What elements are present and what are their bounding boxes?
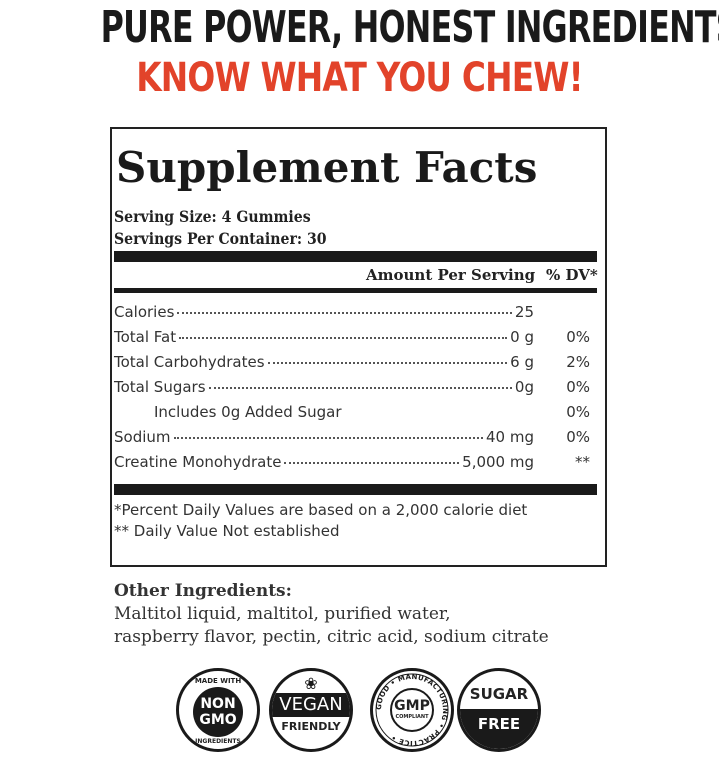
nutrient-label: Total Sugars [114, 378, 206, 396]
serving-size: Serving Size: 4 Gummies [114, 207, 311, 226]
nutrient-label: Total Carbohydrates [114, 353, 265, 371]
nutrient-row: Calories 25 [114, 301, 590, 323]
nutrient-dv: 2% [566, 353, 590, 371]
supplement-facts-panel [110, 127, 607, 567]
leaf-icon: ❀ [304, 674, 318, 693]
divider [114, 288, 597, 293]
nutrient-row: Sodium 40 mg 0% [114, 426, 590, 448]
footnote-dv: *Percent Daily Values are based on a 2,0… [114, 501, 528, 519]
other-ingredients-line1: Maltitol liquid, maltitol, purified wate… [114, 604, 451, 624]
badge-vegan: VEGAN [272, 693, 350, 717]
nutrient-amount: 0 g [510, 328, 534, 346]
col-amount: Amount Per Serving [366, 266, 536, 284]
nutrient-amount: 5,000 mg [462, 453, 534, 471]
nutrient-row: Total Carbohydrates 6 g 2% [114, 351, 590, 373]
servings-per-container: Servings Per Container: 30 [114, 229, 327, 248]
badge-non: NON [200, 696, 236, 712]
nutrient-amount: 0g [514, 378, 534, 396]
gmp-badge: GOOD • MANUFACTURING • PRACTICE • GMP CO… [370, 668, 454, 752]
footnote-not-established: ** Daily Value Not established [114, 522, 340, 540]
nutrient-row: Includes 0g Added Sugar 0% [114, 401, 590, 423]
other-ingredients-title: Other Ingredients: [114, 581, 292, 601]
nutrient-dv: ** [575, 453, 590, 471]
nutrient-dv: 0% [566, 378, 590, 396]
nutrient-label: Total Fat [114, 328, 177, 346]
badge-top-text: MADE WITH [194, 677, 242, 685]
divider-thick [114, 484, 597, 495]
nutrient-label: Calories [114, 303, 175, 321]
other-ingredients-line2: raspberry flavor, pectin, citric acid, s… [114, 627, 549, 647]
nutrient-row: Total Fat 0 g 0% [114, 326, 590, 348]
badge-gmo: GMO [199, 712, 237, 728]
col-dv: % DV* [546, 266, 598, 284]
headline-line1: PURE POWER, HONEST INGREDIENTS: [100, 2, 719, 53]
nutrient-amount: 6 g [510, 353, 534, 371]
badge-compliant: COMPLIANT [395, 714, 429, 720]
badge-free: FREE [460, 709, 538, 749]
leader-dots [179, 337, 508, 339]
nutrient-label: Includes 0g Added Sugar [154, 403, 342, 421]
headline-line2: KNOW WHAT YOU CHEW! [136, 55, 583, 101]
nutrient-dv: 0% [566, 428, 590, 446]
leader-dots [284, 462, 460, 464]
nutrient-amount: 40 mg [486, 428, 534, 446]
nutrient-row: Creatine Monohydrate 5,000 mg ** [114, 451, 590, 473]
badge-sugar: SUGAR [469, 685, 529, 703]
leader-dots [177, 312, 512, 314]
nutrient-row: Total Sugars 0g 0% [114, 376, 590, 398]
leader-dots [267, 362, 508, 364]
nutrient-label: Sodium [114, 428, 171, 446]
badge-friendly: FRIENDLY [281, 720, 341, 733]
divider-thick [114, 251, 597, 262]
sugar-free-badge: SUGAR FREE [457, 668, 541, 752]
non-gmo-badge: MADE WITH NON GMO INGREDIENTS [176, 668, 260, 752]
facts-title: Supplement Facts [116, 143, 538, 192]
badge-gmp: GMP [394, 698, 430, 714]
nutrient-amount: 25 [514, 303, 534, 321]
badge-bottom-text: INGREDIENTS [195, 738, 241, 745]
leader-dots [208, 387, 512, 389]
nutrient-label: Creatine Monohydrate [114, 453, 282, 471]
nutrient-dv: 0% [566, 328, 590, 346]
nutrient-dv: 0% [566, 403, 590, 421]
vegan-badge: ❀ VEGAN FRIENDLY [269, 668, 353, 752]
leader-dots [173, 437, 483, 439]
